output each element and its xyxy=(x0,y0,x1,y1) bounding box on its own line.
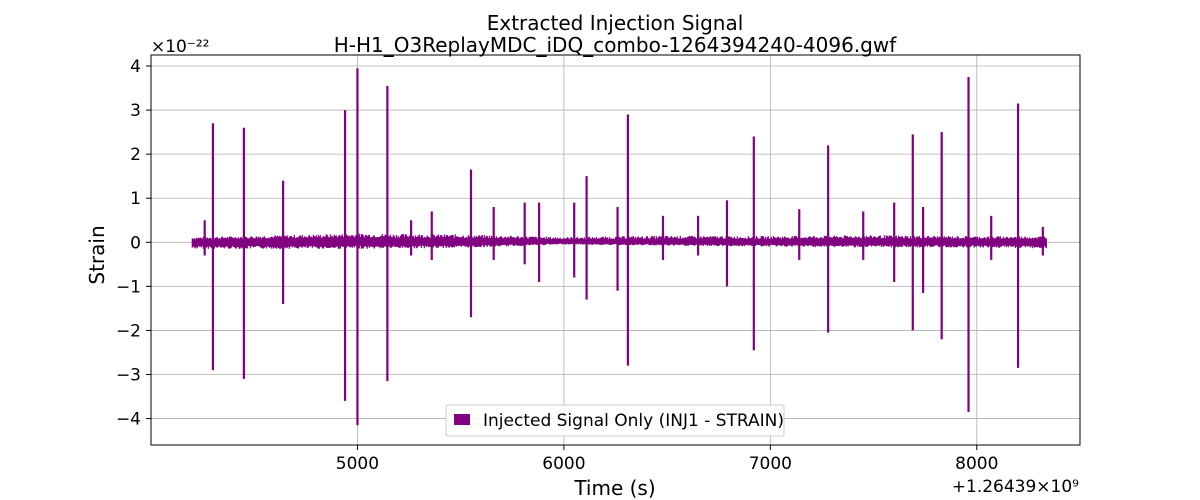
y-axis-label: Strain xyxy=(85,225,109,284)
legend-swatch xyxy=(454,414,470,425)
signal-series xyxy=(191,68,1047,426)
x-tick-label: 6000 xyxy=(542,454,585,474)
chart-title: Extracted Injection Signal xyxy=(487,11,744,35)
x-tick-label: 8000 xyxy=(955,454,998,474)
axis-ticks: 5000 6000 7000 8000 −4 −3 −2 −1 0 1 2 3 4 xyxy=(116,57,998,474)
y-tick-label: −1 xyxy=(116,277,141,297)
signal-noise-band xyxy=(191,233,1047,249)
y-tick-label: −4 xyxy=(116,410,141,430)
x-tick-label: 7000 xyxy=(749,454,792,474)
y-axis-scale-label: ×10⁻²² xyxy=(151,37,209,57)
plot-frame xyxy=(150,54,1081,446)
x-tick-label: 5000 xyxy=(336,454,379,474)
y-tick-label: 1 xyxy=(130,189,141,209)
x-axis-offset-label: +1.26439×10⁹ xyxy=(952,477,1079,497)
legend-label: Injected Signal Only (INJ1 - STRAIN) xyxy=(483,411,784,431)
y-tick-label: 0 xyxy=(130,233,141,253)
chart-subtitle: H-H1_O3ReplayMDC_iDQ_combo-1264394240-40… xyxy=(334,33,897,57)
legend-box xyxy=(445,404,785,437)
y-tick-label: 3 xyxy=(130,101,141,121)
y-tick-label: −2 xyxy=(116,321,141,341)
legend: Injected Signal Only (INJ1 - STRAIN) xyxy=(445,404,785,437)
y-tick-label: −3 xyxy=(116,365,141,385)
x-axis-label: Time (s) xyxy=(573,476,655,500)
y-tick-label: 2 xyxy=(130,145,141,165)
y-tick-label: 4 xyxy=(130,57,141,77)
